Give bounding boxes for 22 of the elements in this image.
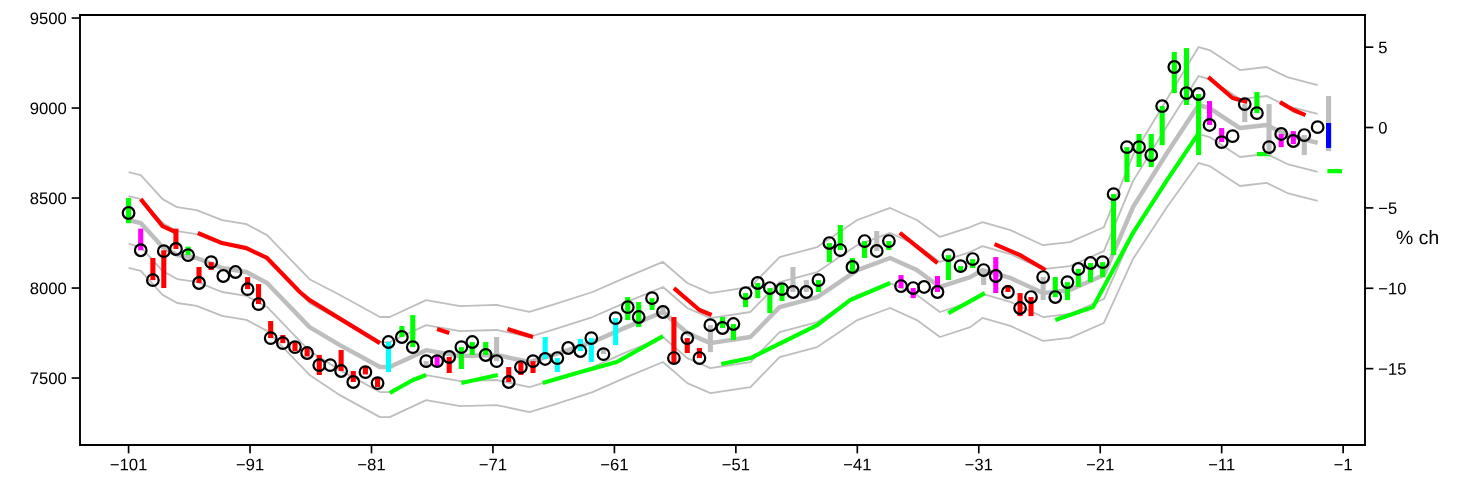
x-tick-label: −101 <box>110 458 147 471</box>
x-tick-label: −91 <box>236 458 264 471</box>
y2-axis-title: % ch <box>1396 230 1438 245</box>
x-tick-label: −1 <box>1334 458 1352 471</box>
x-tick-label: −71 <box>479 458 507 471</box>
y-tick-label: 8500 <box>30 192 67 205</box>
x-tick-label: −31 <box>965 458 993 471</box>
y2-tick-label: 5 <box>1378 41 1387 54</box>
y2-tick-label: −5 <box>1379 202 1397 215</box>
y-tick-label: 8000 <box>30 282 67 295</box>
y-tick-label: 9500 <box>30 12 67 25</box>
y2-tick-label: −10 <box>1379 282 1406 295</box>
x-tick-label: −11 <box>1208 458 1235 471</box>
x-tick-label: −41 <box>844 458 871 471</box>
y-tick-label: 7500 <box>30 372 67 385</box>
x-tick-label: −21 <box>1086 458 1114 471</box>
y2-tick-label: −15 <box>1379 363 1406 375</box>
x-tick-label: −51 <box>722 458 750 471</box>
y2-tick-label: 0 <box>1378 121 1387 134</box>
x-tick-label: −81 <box>358 458 385 471</box>
x-tick-label: −61 <box>601 458 628 471</box>
y-tick-label: 9000 <box>30 102 67 115</box>
